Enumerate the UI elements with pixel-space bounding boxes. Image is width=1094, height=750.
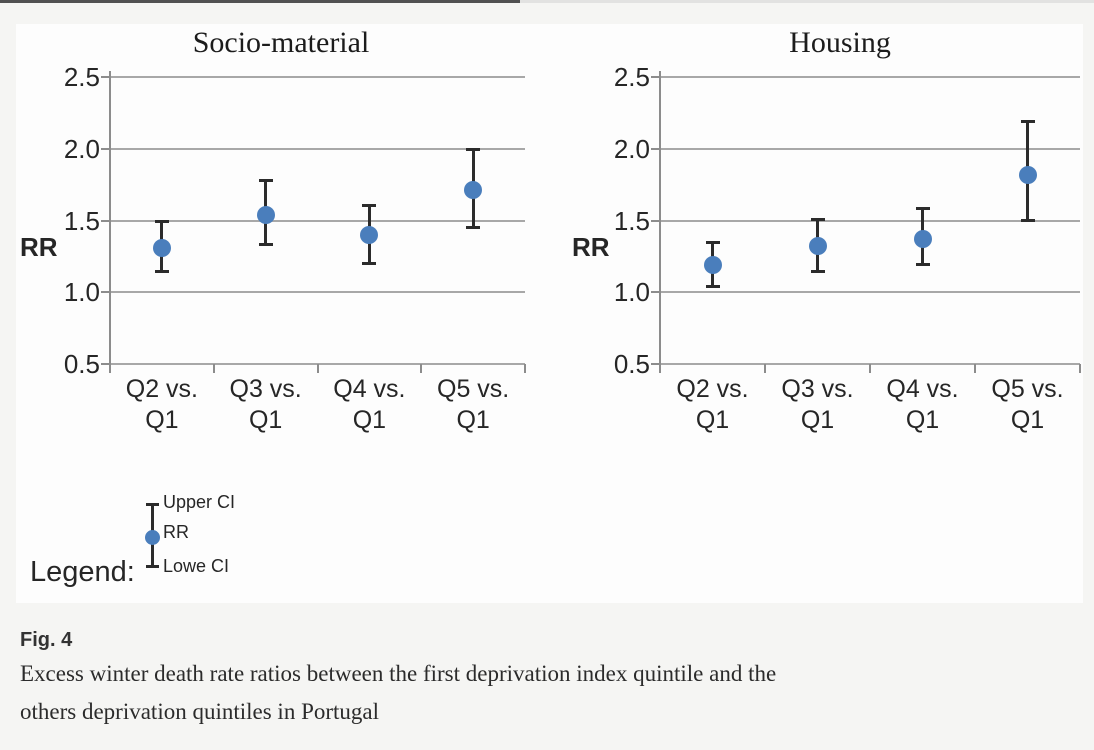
figure-caption-line: Excess winter death rate ratios between … [20,661,777,686]
page-top-divider-dark-segment [0,0,520,3]
page-top-divider [0,0,1094,3]
legend-item-rr: RR [163,522,189,542]
legend-item-upper-ci: Upper CI [163,492,236,512]
legend-title: Legend: [30,556,135,588]
legend-lower-cap-icon [146,565,159,568]
legend-marker-icon [145,530,160,545]
legend-upper-cap-icon [146,503,159,506]
legend-item-lower-ci: Lowe CI [163,556,230,576]
figure-number-label: Fig. 4 [20,629,73,651]
figure-caption-line: others deprivation quintiles in Portugal [20,699,380,724]
figure-image [16,24,1083,603]
